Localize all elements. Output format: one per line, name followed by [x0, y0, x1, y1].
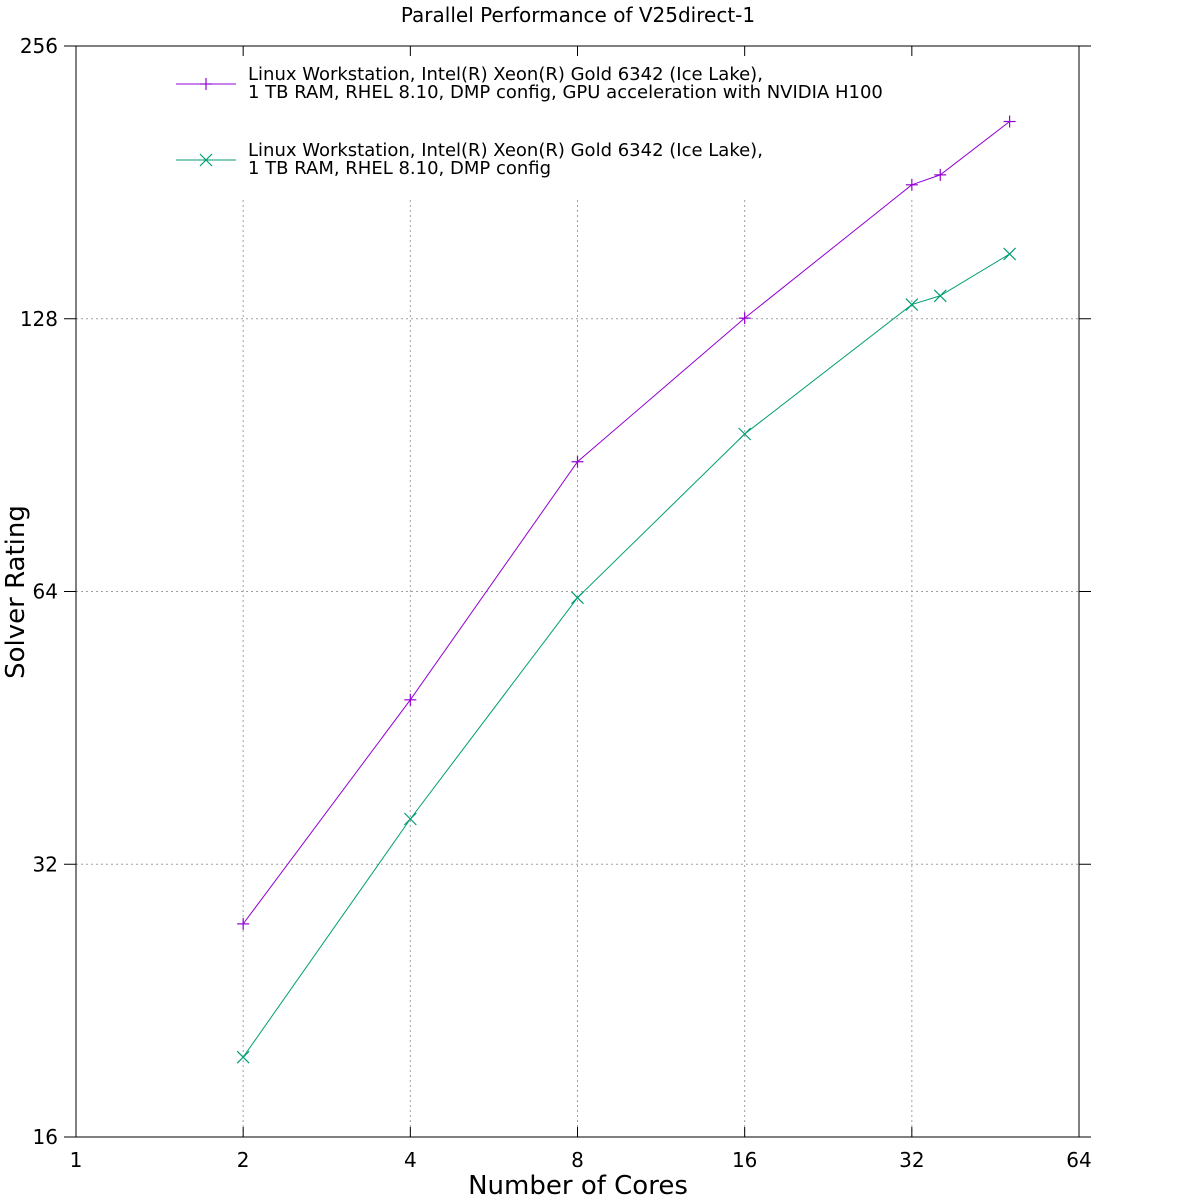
- data-point: [933, 289, 947, 303]
- series-line: [242, 253, 1010, 1058]
- y-tick-label: 128: [20, 307, 58, 331]
- data-point: [403, 812, 417, 826]
- series-2: [236, 247, 1017, 1064]
- data-point: [571, 591, 584, 605]
- data-point: [236, 1050, 250, 1064]
- x-tick-label: 1: [70, 1148, 83, 1172]
- data-point: [1003, 115, 1016, 128]
- data-point: [738, 427, 752, 441]
- data-point: [1003, 247, 1017, 261]
- x-axis-label: Number of Cores: [468, 1171, 688, 1200]
- series-1: [237, 115, 1016, 930]
- series: [236, 115, 1017, 1064]
- legend: Linux Workstation, Intel(R) Xeon(R) Gold…: [176, 64, 883, 179]
- data-point: [905, 298, 919, 311]
- x-tick-label: 64: [1066, 1148, 1091, 1172]
- data-point: [934, 168, 947, 181]
- legend-label: Linux Workstation, Intel(R) Xeon(R) Gold…: [248, 140, 763, 179]
- y-tick-label: 32: [33, 852, 58, 876]
- x-tick-label: 2: [237, 1148, 250, 1172]
- axis-ticks: 1 2 4 8 16 32 64 16 32 64 128 256: [20, 34, 1092, 1172]
- legend-label: Linux Workstation, Intel(R) Xeon(R) Gold…: [248, 64, 883, 103]
- data-point: [905, 178, 918, 191]
- x-tick-label: 16: [732, 1148, 757, 1172]
- data-point: [738, 312, 751, 325]
- y-tick-label: 16: [33, 1125, 58, 1149]
- data-point: [571, 455, 584, 468]
- grid: [76, 200, 1079, 1137]
- legend-entry-1: Linux Workstation, Intel(R) Xeon(R) Gold…: [176, 64, 883, 103]
- y-tick-label: 64: [33, 580, 58, 604]
- legend-entry-2: Linux Workstation, Intel(R) Xeon(R) Gold…: [176, 140, 763, 179]
- x-tick-label: 8: [571, 1148, 584, 1172]
- legend-marker: [199, 153, 213, 167]
- legend-marker: [200, 78, 212, 90]
- series-line: [242, 121, 1010, 925]
- x-tick-label: 32: [899, 1148, 924, 1172]
- y-tick-label: 256: [20, 34, 58, 58]
- chart-title: Parallel Performance of V25direct-1: [401, 3, 755, 27]
- data-point: [237, 917, 250, 930]
- x-tick-label: 4: [404, 1148, 417, 1172]
- y-axis-label: Solver Rating: [1, 505, 31, 679]
- data-point: [404, 693, 417, 706]
